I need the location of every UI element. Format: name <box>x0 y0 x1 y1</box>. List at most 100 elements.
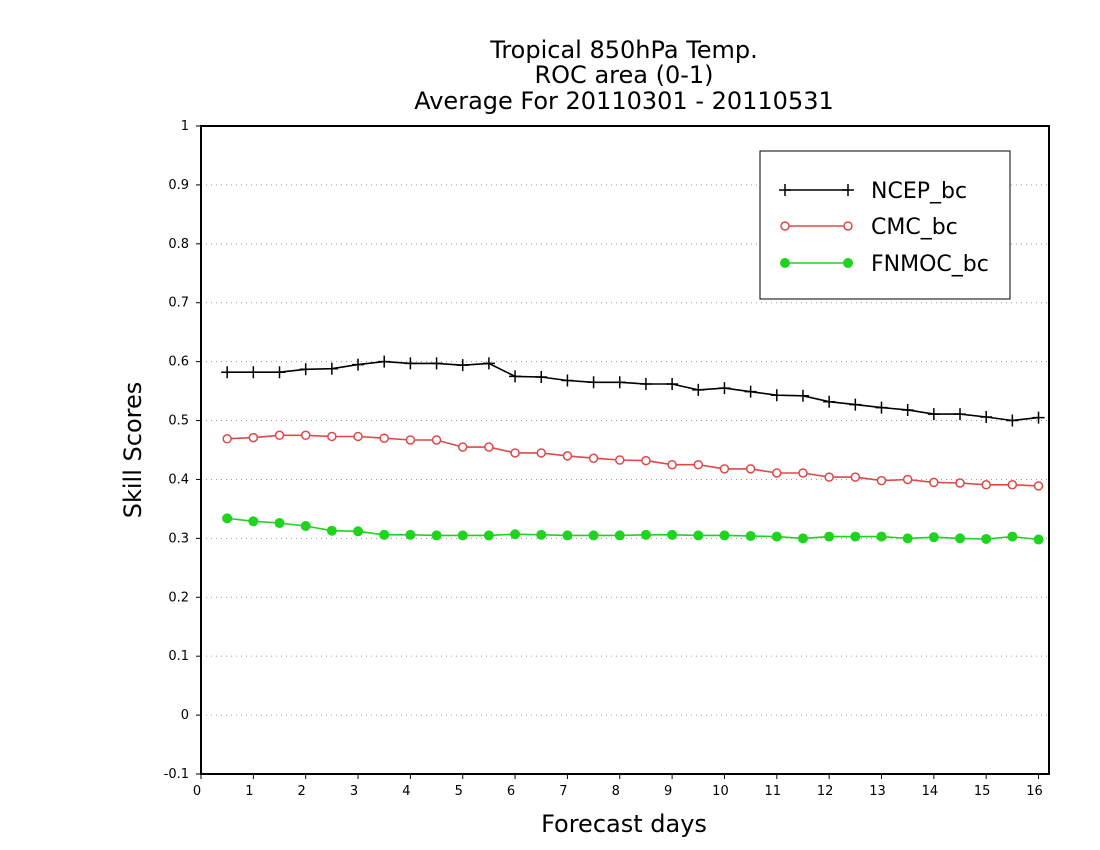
legend-entries: NCEP_bc CMC_bc FNMOC_bc <box>779 179 989 277</box>
x-tick-label: 9 <box>664 784 672 799</box>
data-point-cmc-bc <box>327 431 337 442</box>
data-point-ncep-bc <box>927 408 940 421</box>
data-point-cmc-bc <box>484 442 494 452</box>
y-axis-label: Skill Scores <box>119 382 147 519</box>
legend-label-ncep-bc: NCEP_bc <box>871 179 967 204</box>
data-point-cmc-bc <box>850 472 861 482</box>
data-point-ncep-bc <box>482 357 495 370</box>
data-point-ncep-bc <box>535 370 548 383</box>
data-point-fnmoc-bc <box>248 516 259 527</box>
x-tick-label: 15 <box>974 784 991 799</box>
data-point-fnmoc-bc <box>405 529 416 540</box>
y-tick-label: 1 <box>181 119 189 134</box>
data-point-cmc-bc <box>405 435 416 445</box>
data-point-cmc-bc <box>798 468 808 478</box>
data-point-ncep-bc <box>875 401 888 414</box>
data-point-fnmoc-bc <box>797 533 808 544</box>
legend: NCEP_bc CMC_bc FNMOC_bc <box>759 150 1011 300</box>
data-point-cmc-bc <box>876 475 887 486</box>
data-point-cmc-bc <box>824 472 834 482</box>
title-line-3: Average For 20110301 - 20110531 <box>414 87 834 115</box>
data-point-fnmoc-bc <box>588 530 599 541</box>
data-point-ncep-bc <box>639 378 652 391</box>
data-point-cmc-bc <box>1033 481 1044 491</box>
x-tick-label: 13 <box>869 784 886 799</box>
title-line-1: Tropical 850hPa Temp. <box>489 36 758 64</box>
data-point-ncep-bc <box>770 389 783 402</box>
data-point-cmc-bc <box>536 448 546 458</box>
series-cmc-bc <box>222 430 1044 491</box>
x-tick-label: 7 <box>559 784 567 799</box>
data-point-fnmoc-bc <box>667 529 678 540</box>
data-point-fnmoc-bc <box>614 530 625 541</box>
x-tick-label: 10 <box>712 784 729 799</box>
legend-label-fnmoc-bc: FNMOC_bc <box>871 252 989 277</box>
plot-frame <box>200 125 1050 775</box>
data-point-fnmoc-bc <box>824 531 835 542</box>
x-tick-label: 11 <box>765 784 782 799</box>
data-point-ncep-bc <box>273 366 286 379</box>
data-point-ncep-bc <box>404 357 417 370</box>
data-point-ncep-bc <box>692 383 705 396</box>
data-point-ncep-bc <box>1032 411 1045 424</box>
data-point-fnmoc-bc <box>719 530 730 541</box>
legend-box <box>759 150 1011 300</box>
data-point-ncep-bc <box>221 366 234 379</box>
x-tick-label: 0 <box>193 784 201 799</box>
data-point-fnmoc-bc <box>483 530 494 541</box>
data-point-ncep-bc <box>823 395 836 408</box>
data-point-cmc-bc <box>457 442 468 452</box>
chart-title: Tropical 850hPa Temp. ROC area (0-1) Ave… <box>414 36 834 115</box>
data-point-ncep-bc <box>901 403 914 416</box>
y-tick-label: 0 <box>181 708 189 723</box>
x-tick-label: 6 <box>507 784 515 799</box>
data-point-fnmoc-bc <box>876 531 887 542</box>
data-point-ncep-bc <box>587 376 600 389</box>
data-point-cmc-bc <box>929 477 939 488</box>
data-point-cmc-bc <box>955 478 965 488</box>
legend-marker-cmc-bc <box>843 221 853 231</box>
series-line-fnmoc-bc <box>227 517 1039 541</box>
data-point-fnmoc-bc <box>510 529 521 540</box>
y-tick-label: 0.2 <box>168 590 189 605</box>
data-point-cmc-bc <box>300 430 311 441</box>
plot-series <box>221 355 1045 545</box>
data-point-cmc-bc <box>693 459 704 470</box>
data-point-cmc-bc <box>562 451 573 461</box>
series-ncep-bc <box>221 355 1045 427</box>
data-point-cmc-bc <box>981 480 991 490</box>
data-point-ncep-bc <box>796 389 809 402</box>
y-tick-label: 0.3 <box>168 531 189 546</box>
legend-marker-ncep-bc <box>842 184 854 196</box>
data-point-ncep-bc <box>980 411 993 424</box>
data-point-fnmoc-bc <box>981 533 992 544</box>
legend-marker-ncep-bc <box>779 184 791 196</box>
data-point-cmc-bc <box>615 455 625 465</box>
legend-marker-cmc-bc <box>780 221 790 231</box>
data-point-cmc-bc <box>588 453 599 463</box>
data-point-fnmoc-bc <box>353 526 364 537</box>
data-point-ncep-bc <box>352 358 365 371</box>
data-point-fnmoc-bc <box>693 530 704 541</box>
axis-ticks: -0.100.10.20.30.40.50.60.70.80.910 1 2 3 4 5 6… <box>164 119 1043 799</box>
y-tick-label: 0.5 <box>168 414 189 429</box>
data-point-cmc-bc <box>353 431 363 442</box>
legend-marker-fnmoc-bc <box>780 258 790 268</box>
data-point-ncep-bc <box>954 408 967 421</box>
x-axis-label: Forecast days <box>541 810 707 838</box>
x-tick-label: 8 <box>612 784 620 799</box>
x-tick-label: 12 <box>817 784 834 799</box>
data-point-fnmoc-bc <box>379 529 390 540</box>
data-point-fnmoc-bc <box>745 531 756 542</box>
y-tick-label: 0.9 <box>168 178 189 193</box>
y-tick-label: 0.7 <box>168 296 189 311</box>
y-tick-label: 0.1 <box>168 649 189 664</box>
data-point-cmc-bc <box>510 448 520 458</box>
data-point-cmc-bc <box>772 468 782 478</box>
data-point-cmc-bc <box>379 433 389 443</box>
data-point-ncep-bc <box>718 382 731 395</box>
y-tick-label: 0.4 <box>168 472 189 487</box>
data-point-fnmoc-bc <box>457 530 468 541</box>
data-point-cmc-bc <box>1007 480 1018 490</box>
